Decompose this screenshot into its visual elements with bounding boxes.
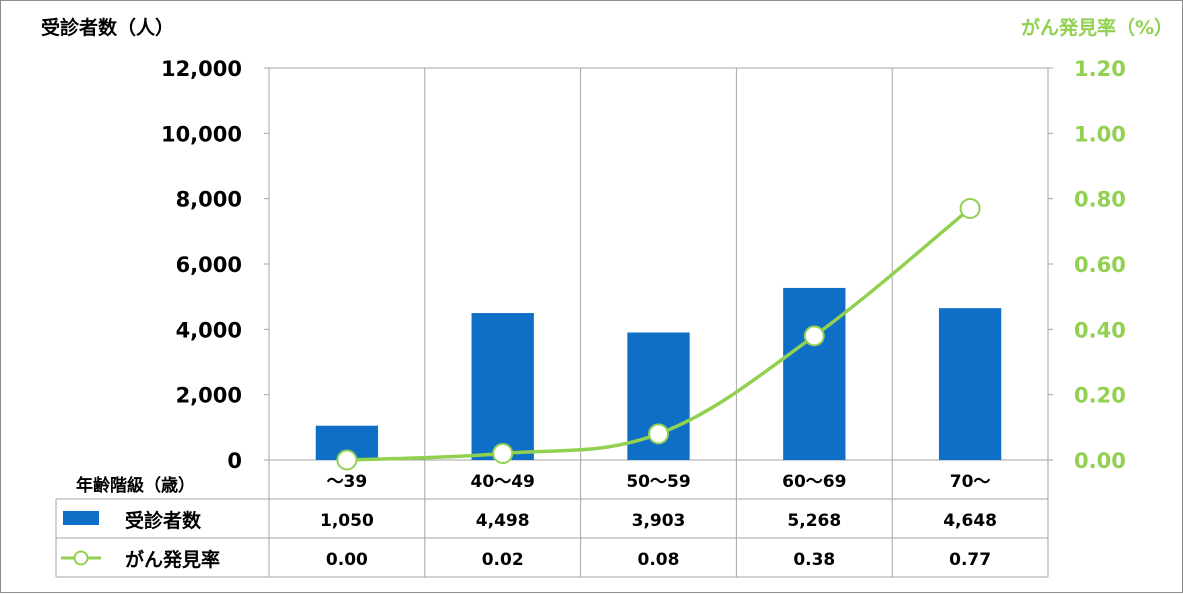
- y-right-tick-label: 0.20: [1074, 384, 1126, 408]
- y-right-tick-label: 0.60: [1074, 253, 1126, 277]
- category-label: 60～69: [782, 472, 846, 492]
- y-left-tick-label: 10,000: [161, 122, 242, 146]
- y-left-axis-title: 受診者数（人）: [41, 16, 174, 39]
- bar-4: [938, 308, 1002, 460]
- line-data-label: 0.02: [482, 550, 524, 570]
- x-axis-title: 年齢階級（歳）: [76, 475, 195, 496]
- line-series: [336, 197, 981, 471]
- category-label: 40～49: [471, 472, 535, 492]
- line-point-4: [959, 197, 981, 219]
- axes: 0 2,000 4,000 6,000 8,000 10,000 12,000 0.00 0.2…: [161, 57, 1126, 473]
- y-right-tick-label: 1.00: [1074, 122, 1126, 146]
- y-right-axis-title: がん発見率（%）: [1021, 16, 1173, 39]
- line-data-label: 0.00: [326, 550, 368, 570]
- bar-data-label: 3,903: [632, 511, 686, 531]
- data-table: ～39 40～49 50～59 60～69 70～ 1,050 4,498 3,903 5,26…: [55, 472, 1048, 578]
- category-label: 50～59: [626, 472, 690, 492]
- y-left-tick-label: 6,000: [176, 253, 242, 277]
- legend-key-marker: [73, 550, 89, 566]
- bar-data-label: 5,268: [787, 511, 841, 531]
- line-point-2: [648, 423, 669, 445]
- bar-3: [783, 287, 846, 460]
- legend-label-bar: 受診者数: [125, 509, 202, 532]
- y-left-tick-label: 8,000: [176, 188, 242, 212]
- y-left-tick-label: 2,000: [176, 384, 242, 408]
- legend-key-bar: [63, 511, 99, 525]
- line-point-1: [492, 442, 514, 464]
- y-right-tick-label: 0.80: [1074, 188, 1126, 212]
- y-left-tick-label: 0: [227, 449, 242, 473]
- line-point-3: [803, 325, 825, 347]
- y-right-tick-label: 0.40: [1074, 318, 1126, 342]
- legend-label-line: がん発見率: [125, 548, 220, 571]
- y-right-tick-label: 0.00: [1074, 449, 1126, 473]
- bar-series: [315, 287, 1002, 460]
- grid-lines: [268, 67, 1049, 577]
- line-data-label: 0.77: [949, 550, 991, 570]
- bar-data-label: 4,498: [476, 511, 530, 531]
- line-data-label: 0.08: [638, 550, 680, 570]
- bar-data-label: 1,050: [320, 511, 374, 531]
- y-right-tick-label: 1.20: [1074, 57, 1126, 81]
- bar-1: [471, 313, 534, 460]
- y-left-tick-label: 12,000: [161, 57, 242, 81]
- y-left-tick-label: 4,000: [176, 318, 242, 342]
- line-data-label: 0.38: [793, 550, 835, 570]
- line-point-0: [336, 449, 358, 471]
- bar-data-label: 4,648: [943, 511, 997, 531]
- category-label: ～39: [327, 472, 368, 492]
- category-label: 70～: [950, 472, 991, 492]
